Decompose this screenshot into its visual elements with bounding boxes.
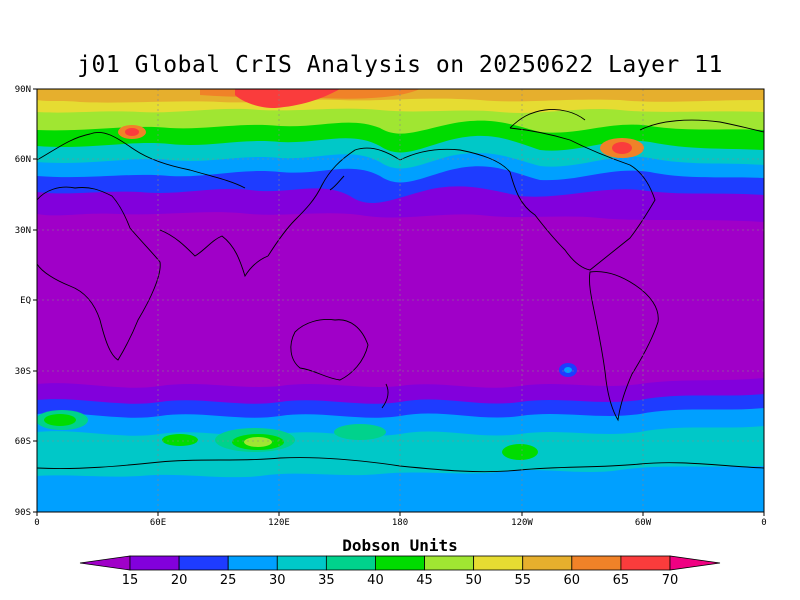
lat-label: 60S bbox=[15, 437, 31, 447]
colorbar-tick-label: 55 bbox=[514, 573, 531, 588]
lat-label: 30S bbox=[15, 367, 31, 377]
graticule bbox=[37, 89, 764, 512]
colorbar-tick-label: 35 bbox=[318, 573, 335, 588]
colorbar-swatch bbox=[375, 555, 425, 571]
lat-label: 30N bbox=[15, 226, 31, 236]
colorbar-tick-label: 70 bbox=[662, 573, 679, 588]
latitude-labels: 90N 60N 30N EQ 30S 60S 90S bbox=[15, 85, 31, 518]
colorbar-swatch bbox=[522, 555, 573, 571]
colorbar-tick-label: 60 bbox=[564, 573, 581, 588]
colorbar-arrow-high bbox=[669, 555, 721, 571]
tick-marks bbox=[33, 88, 765, 516]
colorbar-swatch bbox=[571, 555, 622, 571]
colorbar-tick-label: 45 bbox=[416, 573, 433, 588]
colorbar-swatch bbox=[129, 555, 180, 571]
colorbar-swatch bbox=[325, 555, 376, 571]
colorbar-arrow-low bbox=[79, 555, 131, 571]
colorbar-swatch bbox=[424, 555, 475, 571]
lat-label: EQ bbox=[20, 296, 31, 306]
colorbar-tick-label: 65 bbox=[613, 573, 630, 588]
lat-label: 90S bbox=[15, 508, 31, 518]
lon-label: 0 bbox=[34, 518, 39, 528]
colorbar-tick-label: 15 bbox=[122, 573, 139, 588]
colorbar-tick-label: 30 bbox=[269, 573, 286, 588]
legend-title: Dobson Units bbox=[342, 536, 458, 555]
colorbar-tick-label: 20 bbox=[171, 573, 188, 588]
lon-label: 180 bbox=[392, 518, 408, 528]
lon-label: 0 bbox=[761, 518, 766, 528]
colorbar-tick-label: 25 bbox=[220, 573, 237, 588]
lon-label: 60E bbox=[150, 518, 166, 528]
lon-label: 120W bbox=[511, 518, 533, 528]
color-bar-legend: 15 20 25 30 35 40 45 50 55 60 65 70 bbox=[79, 555, 721, 588]
colorbar-tick-label: 40 bbox=[367, 573, 384, 588]
longitude-labels: 0 60E 120E 180 120W 60W 0 bbox=[34, 518, 766, 528]
lon-label: 120E bbox=[268, 518, 290, 528]
lat-label: 90N bbox=[15, 85, 31, 95]
colorbar-swatch bbox=[620, 555, 671, 571]
lat-label: 60N bbox=[15, 155, 31, 165]
lon-label: 60W bbox=[635, 518, 652, 528]
colorbar-swatch bbox=[473, 555, 524, 571]
colorbar-swatch bbox=[276, 555, 327, 571]
colorbar-tick-label: 50 bbox=[465, 573, 482, 588]
colorbar-swatch bbox=[227, 555, 278, 571]
map-title: j01 Global CrIS Analysis on 20250622 Lay… bbox=[77, 52, 723, 78]
colorbar-swatch bbox=[178, 555, 229, 571]
